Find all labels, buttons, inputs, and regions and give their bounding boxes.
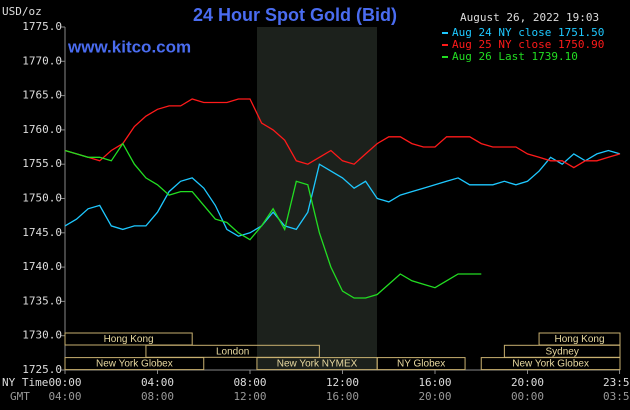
x-tick-label: 23:59 <box>603 376 630 389</box>
x-axis-label: NY Time <box>2 376 48 389</box>
y-tick-label: 1775.0 <box>22 20 62 33</box>
x-tick-label: 12:00 <box>326 376 359 389</box>
y-tick-label: 1745.0 <box>22 226 62 239</box>
y-tick-label: 1735.0 <box>22 294 62 307</box>
x2-tick-label: 00:00 <box>511 390 544 403</box>
session-label: New York NYMEX <box>277 359 358 370</box>
website: www.kitco.com <box>67 37 191 56</box>
x2-tick-label: 20:00 <box>418 390 451 403</box>
y-tick-label: 1770.0 <box>22 54 62 67</box>
session-label: New York Globex <box>96 359 173 370</box>
session-label: NY Globex <box>397 359 445 370</box>
session-bar <box>64 332 193 346</box>
nymex-shade <box>257 27 377 370</box>
x2-axis-label: GMT <box>10 390 30 403</box>
x-tick-label: 08:00 <box>233 376 266 389</box>
y-tick-label: 1725.0 <box>22 363 62 376</box>
y-axis-label: USD/oz <box>2 5 42 18</box>
legend-entry: Aug 26 Last 1739.10 <box>452 50 578 63</box>
timestamp: August 26, 2022 19:03 <box>460 11 599 24</box>
y-tick-label: 1730.0 <box>22 329 62 342</box>
session-label: Hong Kong <box>555 334 605 345</box>
chart-title: 24 Hour Spot Gold (Bid) <box>193 5 397 25</box>
x2-tick-label: 04:00 <box>48 390 81 403</box>
price-line <box>64 142 482 299</box>
session-label: Sydney <box>546 346 579 357</box>
x2-tick-label: 03:59 <box>603 390 630 403</box>
session-label: New York Globex <box>512 359 589 370</box>
price-line <box>64 98 621 169</box>
session-bar <box>64 357 205 371</box>
x-tick-label: 00:00 <box>48 376 81 389</box>
x-tick-label: 16:00 <box>418 376 451 389</box>
y-tick-label: 1740.0 <box>22 260 62 273</box>
y-tick-label: 1765.0 <box>22 89 62 102</box>
session-label: Hong Kong <box>104 334 154 345</box>
session-bar <box>145 344 320 358</box>
y-tick-label: 1760.0 <box>22 123 62 136</box>
x-tick-label: 20:00 <box>511 376 544 389</box>
x2-tick-label: 08:00 <box>141 390 174 403</box>
session-bar <box>480 357 621 371</box>
price-line <box>64 149 621 237</box>
legend-entry: Aug 25 NY close 1750.90 <box>452 38 604 51</box>
session-bar <box>376 357 466 371</box>
x2-tick-label: 12:00 <box>233 390 266 403</box>
x-tick-label: 04:00 <box>141 376 174 389</box>
y-tick-label: 1755.0 <box>22 157 62 170</box>
x2-tick-label: 16:00 <box>326 390 359 403</box>
legend-entry: Aug 24 NY close 1751.50 <box>452 26 604 39</box>
y-tick-label: 1750.0 <box>22 192 62 205</box>
session-label: London <box>216 346 249 357</box>
